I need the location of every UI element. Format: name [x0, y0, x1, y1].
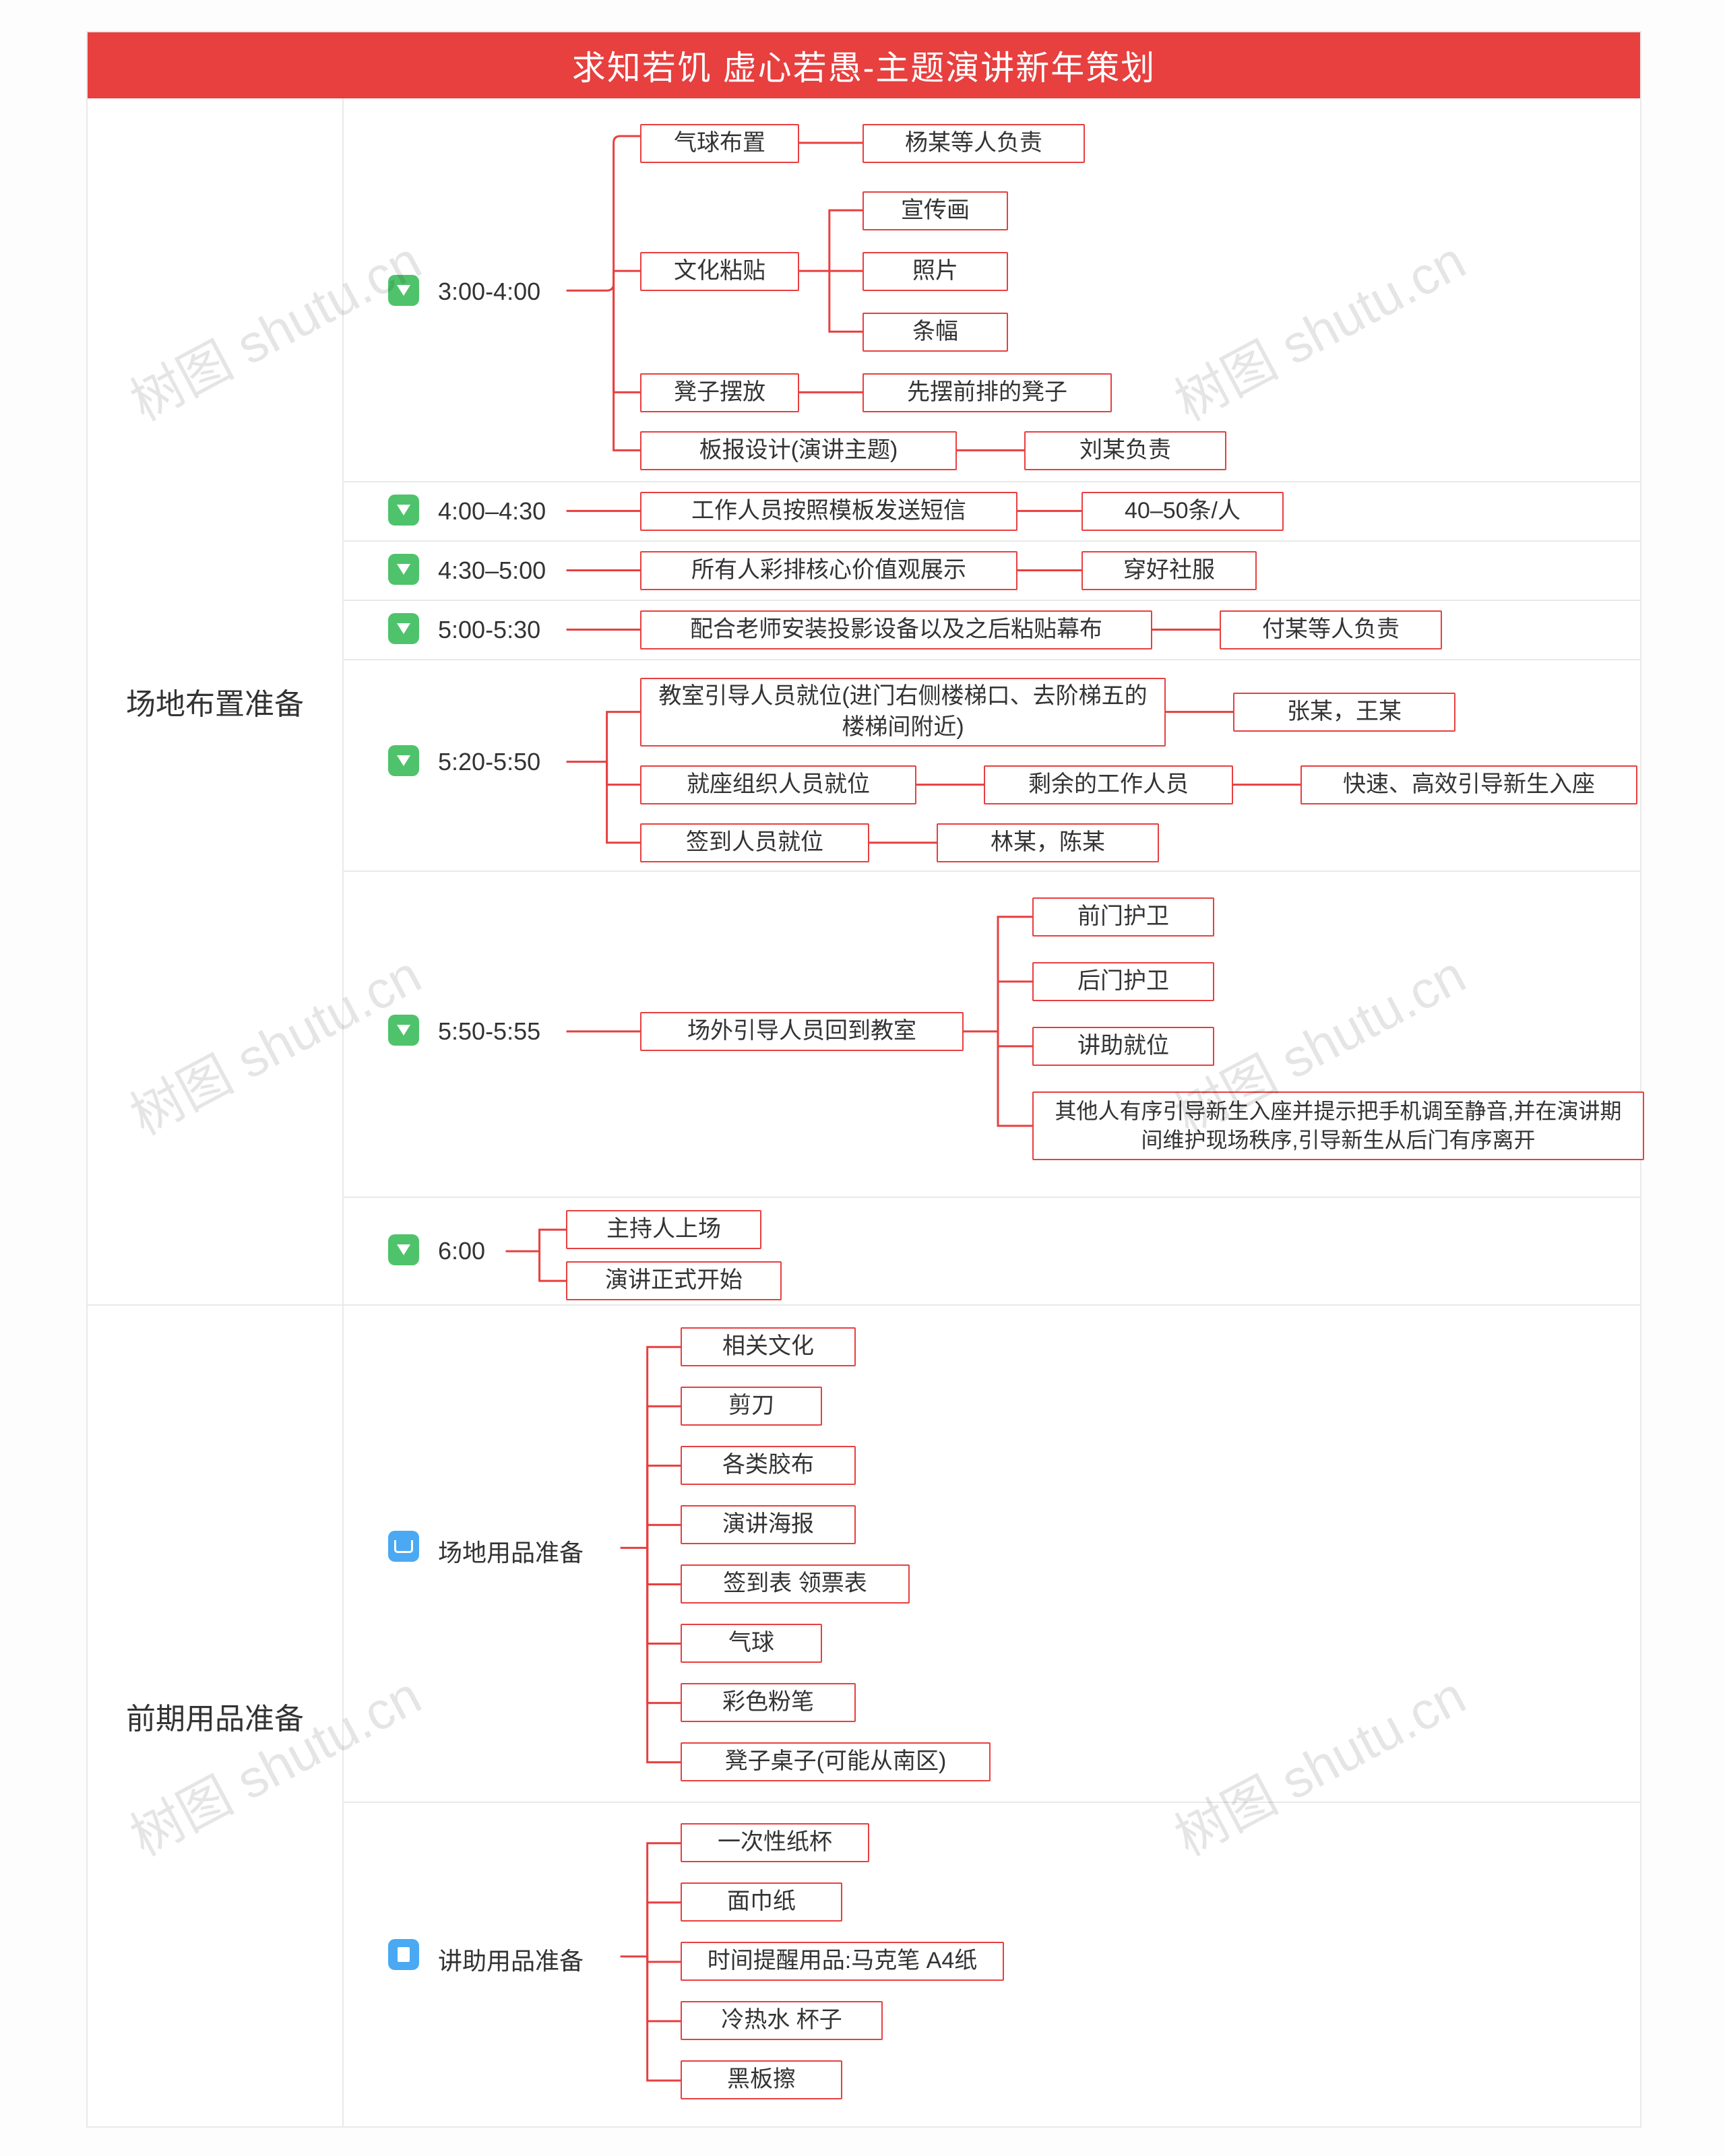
section-venue: 场地布置准备 — [88, 98, 342, 1306]
right-pane: 3:00-4:00 气球布置 杨某等人负责 文化粘贴 宣传画 照片 条幅 凳子摆… — [344, 98, 1640, 2126]
title-text: 求知若饥 虚心若愚-主题演讲新年策划 — [572, 41, 1156, 90]
page: 求知若饥 虚心若愚-主题演讲新年策划 场地布置准备 前期用品准备 3:00-4:… — [0, 0, 1725, 2156]
title-bar: 求知若饥 虚心若愚-主题演讲新年策划 — [88, 32, 1640, 98]
section-supplies: 前期用品准备 — [88, 1306, 342, 2126]
connectors — [344, 98, 1640, 2126]
left-column: 场地布置准备 前期用品准备 — [88, 98, 344, 2126]
frame: 求知若饥 虚心若愚-主题演讲新年策划 场地布置准备 前期用品准备 3:00-4:… — [86, 31, 1641, 2128]
columns: 场地布置准备 前期用品准备 3:00-4:00 气球布置 杨某等人负责 文化粘贴 — [88, 98, 1640, 2126]
